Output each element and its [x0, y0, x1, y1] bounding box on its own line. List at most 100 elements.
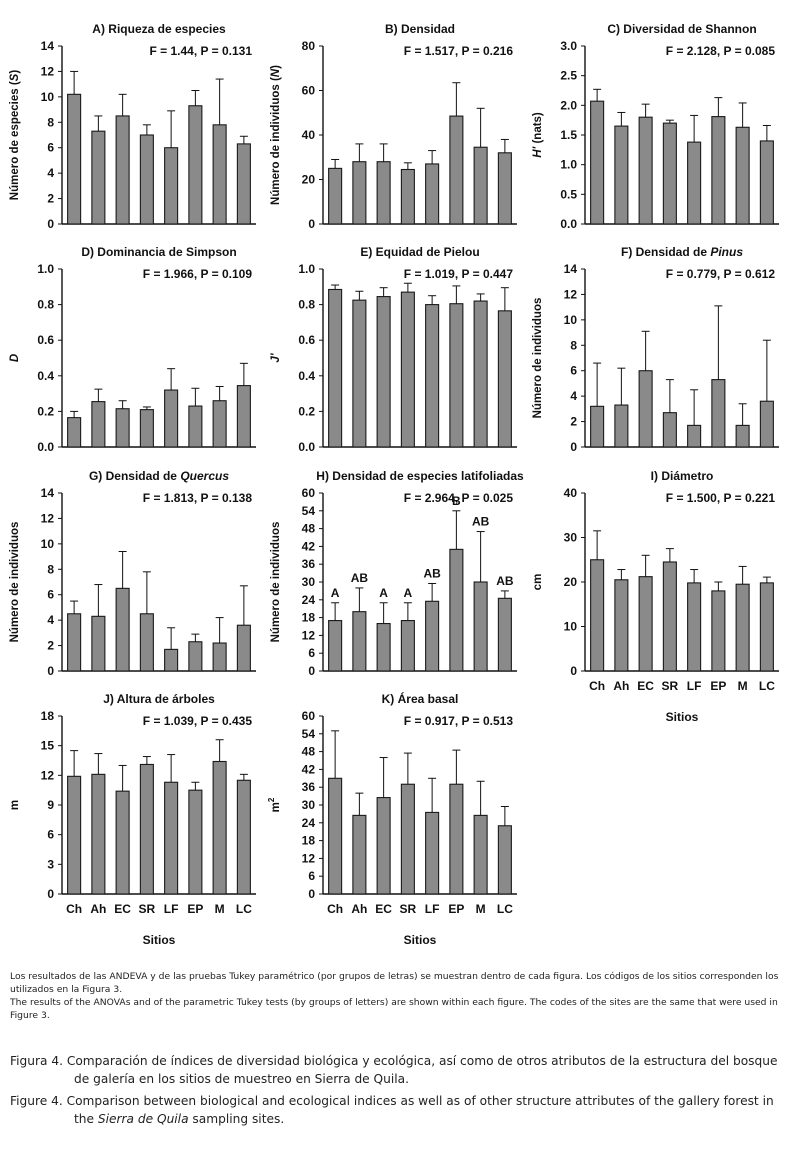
tukey-letter-h: AB	[472, 515, 490, 529]
y-tick-label-f: 12	[564, 287, 578, 301]
y-axis-label-b: Número de individuos (N)	[270, 65, 282, 205]
caption-spanish-label: Figura 4.	[10, 1054, 63, 1068]
y-tick-label-a: 14	[41, 39, 55, 53]
bar-f	[759, 400, 774, 448]
bar-i	[614, 579, 629, 672]
panel-title-text-h: H) Densidad de especies latifoliadas	[316, 469, 524, 483]
x-axis-label-i: Sitios	[666, 710, 699, 724]
y-axis-label-text-j: m	[9, 800, 21, 810]
bar-g	[139, 613, 154, 672]
bar-j	[115, 790, 130, 895]
y-axis-label-text-f: Número de individuos	[532, 298, 544, 419]
x-tick-label-k: SR	[400, 902, 417, 916]
figure-captions: Figura 4. Comparación de índices de dive…	[10, 1052, 786, 1132]
y-axis-label-f: Número de individuos	[532, 298, 544, 419]
y-axis-label-text-b: Número de individuos (	[270, 77, 282, 205]
bar-a	[164, 147, 179, 225]
x-tick-label-k: M	[476, 902, 486, 916]
panel-title-text-d: D) Dominancia de Simpson	[81, 245, 236, 259]
bar-g	[188, 641, 203, 672]
bar-d	[67, 417, 82, 448]
y-axis-label-italic-d: D	[9, 354, 21, 362]
x-tick-label-j: M	[215, 902, 225, 916]
tukey-letter-h: A	[331, 586, 340, 600]
bar-e	[400, 291, 415, 448]
y-tick-label-k: 48	[302, 745, 316, 759]
y-tick-label-j: 18	[41, 709, 55, 723]
y-tick-label-d: 0.8	[37, 298, 54, 312]
y-tick-label-h: 18	[302, 611, 316, 625]
y-tick-label-k: 12	[302, 851, 316, 865]
bar-d	[91, 401, 106, 448]
y-tick-label-f: 10	[564, 313, 578, 327]
bar-j	[236, 779, 251, 895]
x-tick-label-k: EP	[448, 902, 464, 916]
x-tick-label-j: LF	[164, 902, 179, 916]
panel-stat-d: F = 1.966, P = 0.109	[143, 267, 253, 281]
y-tick-label-c: 2.0	[560, 98, 577, 112]
y-tick-label-h: 24	[302, 593, 316, 607]
caption-spanish: Figura 4. Comparación de índices de dive…	[10, 1052, 786, 1088]
caption-english-text-italic: Sierra de Quila	[97, 1112, 189, 1126]
y-tick-label-d: 0.2	[37, 404, 54, 418]
bar-b	[376, 161, 391, 225]
y-tick-label-g: 4	[47, 613, 54, 627]
y-tick-label-h: 54	[302, 504, 316, 518]
figure-notes: Los resultados de las ANDEVA y de las pr…	[10, 970, 786, 1022]
y-tick-label-i: 40	[564, 486, 578, 500]
y-tick-label-c: 1.0	[560, 158, 577, 172]
bar-f	[662, 412, 677, 448]
y-tick-label-i: 20	[564, 575, 578, 589]
x-tick-label-i: M	[738, 679, 748, 693]
tukey-letter-h: AB	[423, 566, 441, 580]
y-axis-label-g: Número de individuos	[9, 522, 21, 643]
panel-title-text-k: K) Área basal	[382, 691, 459, 706]
y-tick-label-g: 12	[41, 511, 55, 525]
y-axis-label-j: m	[9, 800, 21, 810]
panel-stat-f: F = 0.779, P = 0.612	[666, 267, 776, 281]
y-tick-label-g: 6	[47, 588, 54, 602]
y-tick-label-c: 0.5	[560, 187, 577, 201]
bar-c	[590, 100, 605, 225]
x-tick-label-j: LC	[236, 902, 252, 916]
x-tick-label-i: LF	[687, 679, 702, 693]
x-tick-label-j: SR	[139, 902, 156, 916]
bar-i	[638, 576, 653, 672]
bar-i	[590, 559, 605, 672]
y-tick-label-j: 6	[47, 828, 54, 842]
caption-english: Figure 4. Comparison between biological …	[10, 1092, 786, 1128]
y-tick-label-g: 2	[47, 639, 54, 653]
y-tick-label-e: 0.2	[298, 404, 315, 418]
x-tick-label-j: EC	[114, 902, 131, 916]
y-axis-label-text-a: Número de especies (	[9, 81, 21, 200]
panel-stat-b: F = 1.517, P = 0.216	[404, 44, 514, 58]
panel-b: 0 20 40 60 80 Número de individuos (N) B) Dens…	[270, 22, 517, 231]
panel-k: 0 6 12 18 24 30 36 42 48 54 60 m2 K) Área basal F = 0…	[267, 691, 517, 947]
y-axis-label-suffix-c: (nats)	[532, 112, 544, 147]
tukey-letter-h: A	[404, 586, 413, 600]
y-tick-label-d: 0.6	[37, 333, 54, 347]
note-english: The results of the ANOVAs and of the par…	[10, 997, 778, 1021]
x-tick-label-i: EC	[637, 679, 654, 693]
bar-g	[115, 587, 130, 672]
x-tick-label-i: EP	[710, 679, 726, 693]
bar-j	[139, 763, 154, 895]
y-tick-label-h: 6	[308, 646, 315, 660]
bar-g	[236, 624, 251, 672]
panel-title-d: D) Dominancia de Simpson	[81, 245, 236, 259]
bar-j	[188, 789, 203, 895]
bar-i	[662, 561, 677, 672]
y-axis-label-suffix-a: )	[9, 70, 21, 74]
panel-title-text-e: E) Equidad de Pielou	[360, 245, 479, 259]
bar-k	[497, 825, 512, 895]
y-tick-label-b: 40	[302, 128, 316, 142]
x-tick-label-k: Ah	[351, 902, 367, 916]
y-tick-label-i: 0	[570, 664, 577, 678]
y-axis-label-k: m2	[267, 797, 282, 812]
panel-title-text-c: C) Diversidad de Shannon	[607, 22, 756, 36]
panel-stat-e: F = 1.019, P = 0.447	[404, 267, 514, 281]
bar-a	[236, 143, 251, 225]
caption-english-label: Figure 4.	[10, 1094, 63, 1108]
bar-c	[687, 141, 702, 225]
